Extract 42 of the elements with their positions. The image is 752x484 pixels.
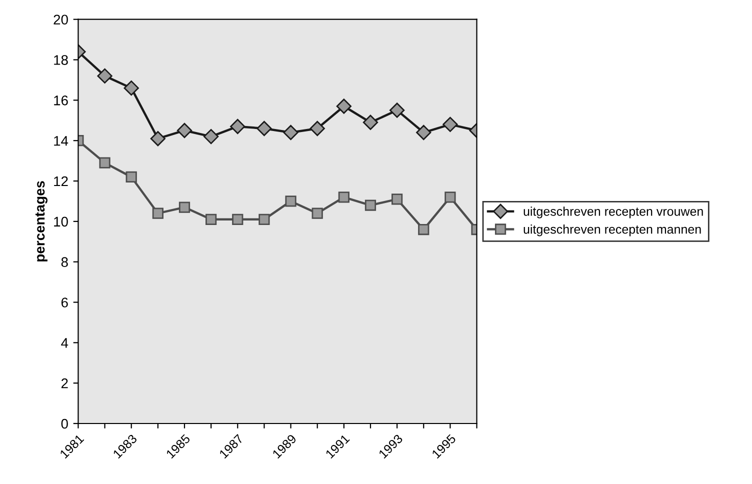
point xyxy=(256,120,272,136)
point xyxy=(99,157,110,168)
point xyxy=(206,214,217,225)
point xyxy=(285,196,296,207)
point xyxy=(97,68,112,84)
point xyxy=(283,124,298,140)
y-tick-label: 18 xyxy=(54,55,68,65)
point xyxy=(362,114,378,130)
point xyxy=(150,131,166,146)
point xyxy=(152,208,164,219)
point xyxy=(442,116,458,132)
y-tick-label: 20 xyxy=(54,14,68,25)
point xyxy=(176,122,192,138)
legend-label: uitgeschreven recepten mannen xyxy=(524,224,701,236)
point xyxy=(203,128,219,144)
y-tick-label: 4 xyxy=(61,338,68,348)
legend-label: uitgeschreven recepten vrouwen xyxy=(524,206,703,218)
y-tick-label: 16 xyxy=(54,96,68,106)
y-tick-label: 10 xyxy=(54,216,68,227)
point xyxy=(418,224,430,236)
y-tick-label: 2 xyxy=(61,378,68,388)
y-tick-label: 14 xyxy=(54,136,68,146)
point xyxy=(444,192,456,203)
point xyxy=(232,214,244,225)
y-tick-label: 6 xyxy=(61,298,68,308)
point xyxy=(258,214,270,225)
point xyxy=(389,102,405,118)
point xyxy=(126,171,137,183)
point xyxy=(124,80,139,96)
point xyxy=(336,98,352,114)
point xyxy=(416,124,432,140)
point xyxy=(310,120,325,136)
point xyxy=(312,208,323,219)
point xyxy=(392,194,403,205)
y-tick-label: 8 xyxy=(61,257,68,268)
point xyxy=(364,200,376,211)
point xyxy=(178,202,190,213)
y-axis-title: percentages xyxy=(35,181,48,262)
point xyxy=(230,118,246,134)
y-tick-label: 0 xyxy=(61,418,68,429)
point xyxy=(338,192,350,203)
y-tick-label: 12 xyxy=(54,176,68,186)
